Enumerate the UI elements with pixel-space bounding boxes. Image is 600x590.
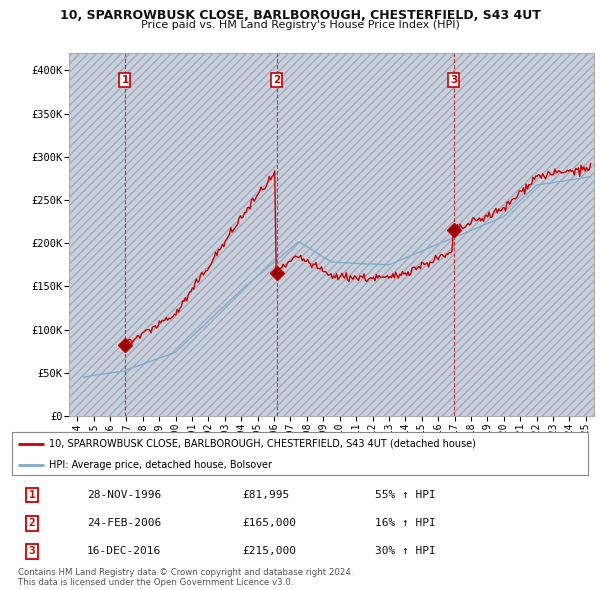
Text: £165,000: £165,000 bbox=[242, 518, 296, 528]
Text: 16% ↑ HPI: 16% ↑ HPI bbox=[375, 518, 436, 528]
Text: 3: 3 bbox=[450, 75, 458, 85]
Text: 10, SPARROWBUSK CLOSE, BARLBOROUGH, CHESTERFIELD, S43 4UT (detached house): 10, SPARROWBUSK CLOSE, BARLBOROUGH, CHES… bbox=[49, 439, 476, 449]
Text: £81,995: £81,995 bbox=[242, 490, 290, 500]
Text: 2: 2 bbox=[273, 75, 280, 85]
Text: 30% ↑ HPI: 30% ↑ HPI bbox=[375, 546, 436, 556]
Text: 28-NOV-1996: 28-NOV-1996 bbox=[87, 490, 161, 500]
Text: 2: 2 bbox=[29, 518, 35, 528]
Text: 1: 1 bbox=[121, 75, 128, 85]
Text: Contains HM Land Registry data © Crown copyright and database right 2024.
This d: Contains HM Land Registry data © Crown c… bbox=[18, 568, 353, 587]
Text: 3: 3 bbox=[29, 546, 35, 556]
Text: HPI: Average price, detached house, Bolsover: HPI: Average price, detached house, Bols… bbox=[49, 460, 272, 470]
Text: 16-DEC-2016: 16-DEC-2016 bbox=[87, 546, 161, 556]
Text: 10, SPARROWBUSK CLOSE, BARLBOROUGH, CHESTERFIELD, S43 4UT: 10, SPARROWBUSK CLOSE, BARLBOROUGH, CHES… bbox=[59, 9, 541, 22]
Text: £215,000: £215,000 bbox=[242, 546, 296, 556]
Text: 55% ↑ HPI: 55% ↑ HPI bbox=[375, 490, 436, 500]
Text: 24-FEB-2006: 24-FEB-2006 bbox=[87, 518, 161, 528]
Text: 1: 1 bbox=[29, 490, 35, 500]
Text: Price paid vs. HM Land Registry's House Price Index (HPI): Price paid vs. HM Land Registry's House … bbox=[140, 20, 460, 30]
